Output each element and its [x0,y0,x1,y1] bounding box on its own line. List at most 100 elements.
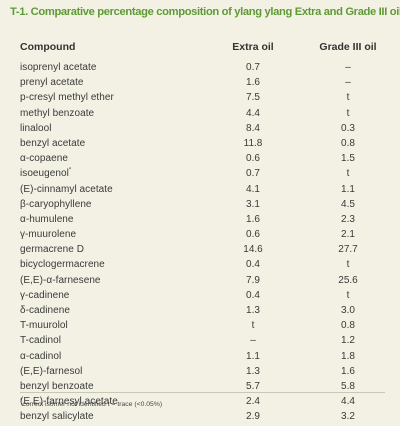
compound-name: benzyl acetate [20,136,85,151]
extra-oil-value: – [250,335,256,347]
extra-oil-value: 11.8 [243,137,263,149]
grade-iii-value: 3.0 [341,305,355,316]
compound-name-text: (E E)-farnesyl acetate [20,396,118,408]
table-row: isoprenyl acetate 0.7 – [0,60,400,75]
table-row: γ-cadinene 0.4 t [0,288,400,303]
compound-name: T-muurolol [20,318,68,333]
compound-name-text: γ-muurolene [20,229,77,241]
compound-name-text: γ-cadinene [20,289,70,301]
compound-name: (E,E)-α-farnesene [20,273,101,288]
table-row: β-caryophyllene 3.1 4.5 [0,197,400,212]
extra-oil-value: 1.3 [246,305,260,316]
extra-oil-value: 3.1 [246,198,260,210]
compound-name: δ-cadinene [20,303,70,318]
compound-footnote-marker: * [68,167,72,174]
grade-iii-value: t [346,92,350,104]
table-row: germacrene D 14.6 27.7 [0,242,400,257]
grade-iii-value: 2.1 [341,229,355,241]
table-row: methyl benzoate 4.4 t [0,106,400,121]
table-body: isoprenyl acetate 0.7– prenyl acetate 1.6– p… [0,60,400,425]
compound-name: bicyclogermacrene [20,257,105,272]
grade-iii-value: 27.7 [338,244,358,256]
compound-name-text: methyl benzoate [20,107,95,119]
extra-oil-value: 7.9 [246,274,260,286]
compound-name: germacrene D [20,242,84,257]
grade-iii-value: t [346,168,350,180]
compound-name: prenyl acetate [20,75,84,90]
grade-iii-value: t [346,107,350,119]
compound-name-text: benzyl benzoate [20,380,94,392]
extra-oil-value: 4.4 [246,107,260,119]
extra-oil-value: 0.4 [246,289,260,301]
table-row: γ-muurolene 0.6 2.1 [0,227,400,242]
grade-iii-value: 4.5 [341,198,355,210]
compound-name: (E E)-farnesyl acetate [20,394,118,409]
compound-name: α-cadinol [20,349,61,364]
footnote-divider [20,392,385,393]
table-header: Compound Extra oil Grade III oil [0,41,400,55]
compound-name: benzyl salicylate [20,409,94,424]
extra-oil-value: 1.3 [246,365,260,377]
compound-name-text: germacrene D [20,244,84,256]
table-row: T-muurolol t 0.8 [0,318,400,333]
extra-oil-value: 8.4 [246,122,260,134]
grade-iii-value: t [346,259,350,271]
table-row: α-cadinol 1.1 1.8 [0,349,400,364]
table-row: benzyl acetate 11.8 0.8 [0,136,400,151]
compound-name: α-humulene [20,212,74,227]
compound-name: linalool [20,121,52,136]
grade-iii-value: 5.8 [341,380,355,392]
compound-name: isoeugenol* [20,166,71,181]
compound-name-text: benzyl acetate [20,137,86,149]
grade-iii-value: – [345,62,351,73]
extra-oil-value: 0.7 [246,62,260,73]
table-row: prenyl acetate 1.6 – [0,75,400,90]
grade-iii-value: 1.5 [341,153,355,165]
grade-iii-value: 0.8 [341,320,355,332]
extra-oil-value: 4.1 [246,183,260,195]
grade-iii-value: 1.6 [341,365,355,377]
compound-name-text: β-caryophyllene [20,198,92,210]
table-row: p-cresyl methyl ether 7.5 t [0,90,400,105]
compound-name-text: linalool [20,122,52,134]
grade-iii-value: – [345,77,351,89]
compound-name-text: (E,E)-farnesol [20,365,83,377]
table-row: (E,E)-farnesol 1.3 1.6 [0,364,400,379]
table-row: α-copaene 0.6 1.5 [0,151,400,166]
grade-iii-value: 1.8 [341,350,355,362]
table-row: benzyl salicylate 2.9 3.2 [0,409,400,424]
compound-name-text: T-muurolol [20,320,68,332]
grade-iii-value: 1.1 [341,183,355,195]
grade-iii-value: 3.2 [341,411,355,423]
extra-oil-value: 2.4 [246,396,260,408]
compound-name: (E,E)-farnesol [20,364,82,379]
table-row: linalool 8.4 0.3 [0,121,400,136]
compound-name-text: benzyl salicylate [20,411,94,423]
extra-oil-value: 0.4 [246,259,260,271]
compound-name: p-cresyl methyl ether [20,90,114,105]
header-grade-iii-oil: Grade III oil [319,41,377,53]
extra-oil-value: 5.7 [246,380,260,392]
compound-name-text: bicyclogermacrene [20,259,105,271]
table-row: α-humulene 1.6 2.3 [0,212,400,227]
compound-name-text: α-copaene [20,153,68,165]
footnote: *correct isomer not identified t = trace… [20,399,162,408]
compound-name-text: (E,E)-α-farnesene [20,274,101,286]
table-row: (E,E)-α-farnesene 7.9 25.6 [0,273,400,288]
extra-oil-value: 7.5 [246,92,260,104]
grade-iii-value: 4.4 [341,396,355,408]
compound-name-text: isoeugenol [20,168,69,180]
compound-name-text: (E)-cinnamyl acetate [20,183,113,195]
table-row: δ-cadinene 1.3 3.0 [0,303,400,318]
compound-name: β-caryophyllene [20,197,92,212]
grade-iii-value: 0.3 [341,122,355,134]
table-title: T-1. Comparative percentage composition … [10,6,400,18]
compound-name: α-copaene [20,151,68,166]
grade-iii-value: t [346,289,350,301]
header-extra-oil: Extra oil [232,41,274,53]
extra-oil-value: 0.6 [246,229,260,241]
compound-name: γ-cadinene [20,288,69,303]
compound-name-text: p-cresyl methyl ether [20,92,114,104]
header-compound: Compound [20,41,76,53]
compound-name-text: T-cadinol [20,335,62,347]
